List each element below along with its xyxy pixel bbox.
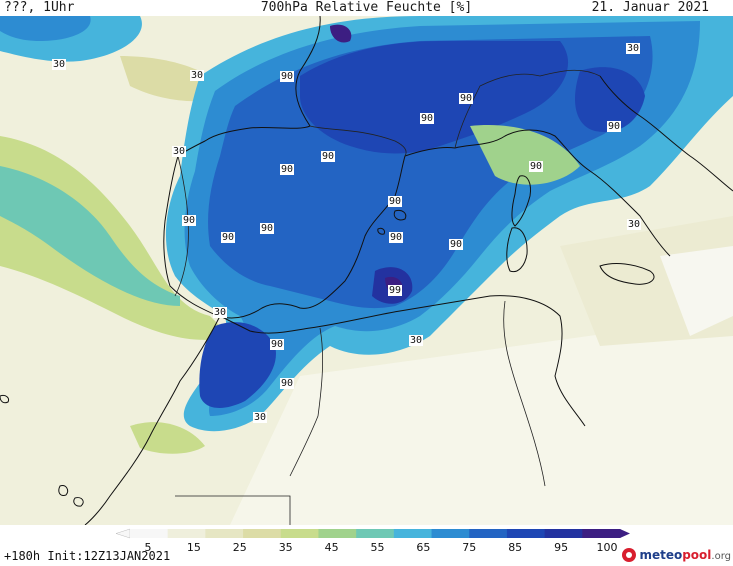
coastlines <box>0 16 733 525</box>
contour-label: 90 <box>260 223 275 234</box>
dry-zone-sahara <box>230 316 733 525</box>
contour-label: 90 <box>388 196 403 207</box>
contour-label: 90 <box>529 161 544 172</box>
moist-core-northwest <box>0 16 91 41</box>
contour-label: 30 <box>409 335 424 346</box>
contour-label: 90 <box>221 232 236 243</box>
run-info: +180h Init:12Z13JAN2021 <box>4 549 171 563</box>
colorbar-segment <box>582 529 621 538</box>
contour-label: 90 <box>321 151 336 162</box>
coastline-ibiza <box>377 227 385 235</box>
contour-label: 30 <box>627 219 642 230</box>
map-title: 700hPa Relative Feuchte [%] <box>260 0 473 15</box>
humidity-map-canvas <box>0 16 733 525</box>
colorbar-tick-label: 25 <box>232 541 247 554</box>
coastline-iberia-france <box>163 16 456 319</box>
colorbar-segment <box>167 529 206 538</box>
humidity-map: 30 30 30 30 30 30 30 30 90 90 90 90 90 9… <box>0 16 733 525</box>
contour-label: 30 <box>626 43 641 54</box>
saturated-spot-north <box>330 24 352 43</box>
contour-label: 90 <box>449 239 464 250</box>
contour-label: 90 <box>420 113 435 124</box>
border-alps <box>454 69 601 149</box>
colorbar-segment <box>431 529 470 538</box>
coastline-north-africa <box>219 295 586 427</box>
contour-label: 99 <box>388 285 403 296</box>
colorbar-segment <box>544 529 583 538</box>
valid-date: 21. Januar 2021 <box>591 0 709 15</box>
coastline-mallorca <box>393 210 407 221</box>
contour-label: 90 <box>280 71 295 82</box>
colorbar-tick-label: 85 <box>508 541 523 554</box>
logo-icon <box>622 548 637 562</box>
contour-label: 90 <box>280 378 295 389</box>
colorbar-tick-label: 55 <box>370 541 385 554</box>
dry-zone-ionian <box>660 246 733 336</box>
contour-label: 90 <box>182 215 197 226</box>
logo-accent: pool <box>682 548 712 562</box>
colorbar-segment <box>469 529 508 538</box>
moist-core-france <box>300 41 569 154</box>
colorbar-tick-label: 95 <box>554 541 569 554</box>
moist-core-morocco <box>199 322 276 408</box>
colorbar-tick-label: 45 <box>324 541 339 554</box>
contour-label: 30 <box>253 412 268 423</box>
colorbar-tick-label: 35 <box>278 541 293 554</box>
logo-suffix: .org <box>711 551 731 562</box>
contour-label: 90 <box>607 121 622 132</box>
contour-label: 90 <box>389 232 404 243</box>
colorbar-segment <box>205 529 244 538</box>
colorbar-tick-label: 15 <box>186 541 201 554</box>
logo-text: meteopool.org <box>639 548 731 562</box>
contour-label: 90 <box>280 164 295 175</box>
colorbar-segments <box>115 528 630 539</box>
contour-label: 30 <box>52 59 67 70</box>
coastline-sicily <box>599 263 655 285</box>
coastline-sardinia <box>506 227 528 273</box>
colorbar-segment <box>356 529 395 538</box>
moist-band-atlantic-south <box>0 136 230 340</box>
colorbar-segment <box>243 529 282 538</box>
map-region-label: ???, 1Uhr <box>4 0 75 15</box>
colorbar-segment <box>506 529 546 538</box>
border-morocco-algeria <box>289 327 324 477</box>
meteopool-logo[interactable]: meteopool.org <box>622 546 731 564</box>
contour-label: 30 <box>190 70 205 81</box>
coastline-adriatic <box>599 75 733 192</box>
colorbar-tick-label: 65 <box>416 541 431 554</box>
coastline-italy-west <box>454 129 671 257</box>
contour-label: 30 <box>213 307 228 318</box>
moist-fringe-morocco <box>130 422 205 454</box>
colorbar <box>115 528 630 539</box>
border-spain-portugal <box>174 155 189 297</box>
colorbar-min-arrow <box>115 528 131 539</box>
colorbar-tick-label: 75 <box>462 541 477 554</box>
border-pyrenees <box>309 125 407 157</box>
moist-band-atlantic-core <box>0 166 180 306</box>
border-algeria-tunisia <box>503 300 546 487</box>
colorbar-segment <box>393 529 433 538</box>
colorbar-segment <box>318 529 357 538</box>
moist-core-adriatic <box>575 67 645 132</box>
borders <box>174 69 601 525</box>
contour-label: 90 <box>459 93 474 104</box>
logo-main: meteo <box>639 548 683 562</box>
colorbar-tick-label: 5 <box>144 541 152 554</box>
colorbar-segment <box>280 529 319 538</box>
border-western-sahara <box>175 495 291 525</box>
coastline-madeira <box>0 395 9 404</box>
coastline-corsica <box>511 175 531 227</box>
colorbar-tick-label: 100 <box>596 541 618 554</box>
contour-label: 30 <box>172 146 187 157</box>
colorbar-max-arrow <box>620 529 630 538</box>
colorbar-segment <box>130 529 169 538</box>
contour-label: 90 <box>270 339 285 350</box>
coastline-canaries <box>58 485 84 507</box>
coastline-morocco-atlantic <box>84 315 221 525</box>
